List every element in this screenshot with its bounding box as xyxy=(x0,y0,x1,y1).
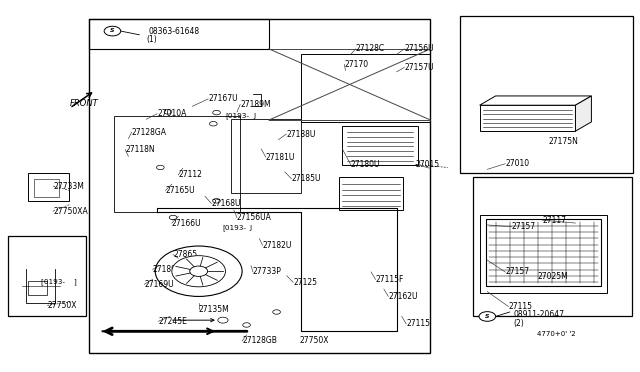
Text: 27733M: 27733M xyxy=(53,182,84,190)
Text: J: J xyxy=(253,113,255,119)
Text: 27189U: 27189U xyxy=(153,265,182,274)
Text: 27189M: 27189M xyxy=(240,100,271,109)
Text: J: J xyxy=(250,225,252,231)
Bar xyxy=(461,16,633,173)
Circle shape xyxy=(212,110,220,115)
Circle shape xyxy=(189,266,207,276)
Text: 27165U: 27165U xyxy=(166,186,195,195)
Text: 08363-61648: 08363-61648 xyxy=(149,26,200,36)
Circle shape xyxy=(209,122,217,126)
Text: 4770+0' '2: 4770+0' '2 xyxy=(537,331,576,337)
Bar xyxy=(339,177,403,210)
Bar xyxy=(8,235,86,317)
Text: 27015: 27015 xyxy=(416,160,440,169)
Bar xyxy=(473,177,632,317)
Text: 27166U: 27166U xyxy=(172,219,202,228)
Text: 27112: 27112 xyxy=(178,170,202,179)
Text: 27156UA: 27156UA xyxy=(237,213,272,222)
Text: 27135M: 27135M xyxy=(198,305,229,314)
Text: 27750X: 27750X xyxy=(300,336,329,346)
Text: 27750X: 27750X xyxy=(47,301,77,310)
Bar xyxy=(89,19,431,353)
Text: 27156U: 27156U xyxy=(404,44,434,53)
Text: 27168U: 27168U xyxy=(211,199,241,208)
Text: 27157: 27157 xyxy=(505,267,529,276)
Text: 27175N: 27175N xyxy=(548,137,579,146)
Circle shape xyxy=(104,26,121,36)
Text: 27185U: 27185U xyxy=(291,174,321,183)
Circle shape xyxy=(170,215,177,220)
Circle shape xyxy=(243,323,250,327)
Text: 27125: 27125 xyxy=(293,278,317,287)
Text: 27118N: 27118N xyxy=(125,145,155,154)
Text: 27188U: 27188U xyxy=(286,129,316,139)
Text: (1): (1) xyxy=(147,35,157,44)
Text: 27115F: 27115F xyxy=(376,275,404,284)
Text: 27117: 27117 xyxy=(542,216,566,225)
Bar xyxy=(34,179,60,197)
Text: 27115: 27115 xyxy=(406,320,430,328)
Circle shape xyxy=(164,110,172,114)
Text: 27157: 27157 xyxy=(511,222,536,231)
Text: 27128GA: 27128GA xyxy=(132,128,166,137)
Bar xyxy=(486,219,601,286)
Text: 27750XA: 27750XA xyxy=(53,207,88,216)
Circle shape xyxy=(212,199,220,203)
Text: 27169U: 27169U xyxy=(145,280,174,289)
Text: 27128C: 27128C xyxy=(356,44,385,53)
Text: [0193-: [0193- xyxy=(225,112,250,119)
Bar xyxy=(479,105,575,131)
Text: 27865: 27865 xyxy=(173,250,197,259)
Text: 27182U: 27182U xyxy=(262,241,292,250)
Text: 27115: 27115 xyxy=(508,302,532,311)
Bar xyxy=(342,126,418,164)
Text: [0193-    ]: [0193- ] xyxy=(41,278,77,285)
Text: 27170: 27170 xyxy=(344,60,369,69)
Bar xyxy=(28,173,69,201)
Circle shape xyxy=(479,312,495,321)
Circle shape xyxy=(218,317,228,323)
Text: 27128GB: 27128GB xyxy=(242,336,277,346)
Bar xyxy=(28,280,47,295)
Text: S: S xyxy=(484,314,489,318)
Text: FRONT: FRONT xyxy=(70,99,99,108)
Text: 27245E: 27245E xyxy=(159,317,188,326)
Text: 27025M: 27025M xyxy=(537,272,568,281)
Text: S: S xyxy=(109,28,114,33)
Circle shape xyxy=(172,256,225,287)
Text: (2): (2) xyxy=(513,319,524,328)
Polygon shape xyxy=(479,96,591,105)
Text: 27167U: 27167U xyxy=(208,94,238,103)
Text: 27181U: 27181U xyxy=(266,153,295,161)
Circle shape xyxy=(273,310,280,314)
Circle shape xyxy=(157,165,164,170)
Text: [0193-: [0193- xyxy=(222,224,246,231)
Text: 27010A: 27010A xyxy=(157,109,186,118)
Text: 27162U: 27162U xyxy=(388,292,418,301)
Text: 27010: 27010 xyxy=(505,159,529,168)
Circle shape xyxy=(156,246,242,296)
Text: 27180U: 27180U xyxy=(351,160,380,169)
Text: 08911-20647: 08911-20647 xyxy=(513,311,564,320)
Polygon shape xyxy=(575,96,591,131)
Bar xyxy=(479,215,607,293)
Text: 27733P: 27733P xyxy=(253,267,282,276)
Text: 27157U: 27157U xyxy=(404,63,434,72)
